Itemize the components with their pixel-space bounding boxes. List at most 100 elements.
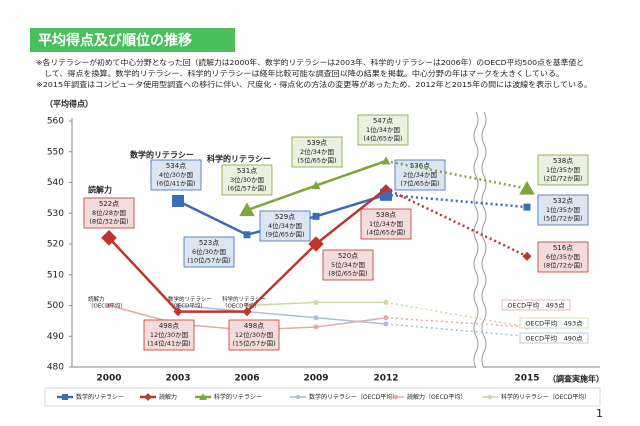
legend-label: 科学的リテラシー（OECD平均）: [501, 393, 590, 401]
data-label: 498点: [159, 322, 179, 330]
marker: [523, 203, 531, 211]
line-segment: [246, 184, 317, 212]
data-label-box: [322, 249, 374, 281]
data-label: 534点: [166, 162, 186, 170]
marker: [312, 212, 320, 220]
rank-label: (8位/72か国): [543, 261, 582, 270]
rank-label: 1位/34か国: [369, 219, 403, 228]
marker: [242, 307, 252, 317]
rank-label: (5位/65か国): [297, 156, 336, 165]
x-tick-label: 2015: [514, 374, 539, 384]
rank-label: 5位/34か国: [331, 260, 365, 269]
marker: [244, 303, 250, 308]
data-label-box: [183, 236, 235, 268]
note: ※各リテラシーが初めて中心分野となった回（読解力は2000年、数学的リテラシーは…: [36, 58, 584, 67]
series-label: 科学的リテラシー（OECD平均）: [222, 295, 266, 310]
marker: [239, 202, 255, 217]
rank-label: (14位/41か国): [147, 339, 190, 348]
data-label: OECD平均 493点: [525, 319, 583, 328]
data-label-box: [291, 136, 343, 168]
x-axis-label: （調査実施年）: [548, 374, 604, 384]
rank-label: (15位/57か国): [232, 339, 275, 348]
marker: [313, 299, 319, 305]
marker: [519, 180, 535, 195]
marker: [308, 236, 324, 252]
data-label-box: [537, 241, 589, 273]
rank-label: (7位/65か国): [400, 179, 439, 188]
line-segment: [315, 159, 387, 187]
line-segment: [385, 301, 528, 328]
data-label-box: [519, 317, 589, 329]
marker: [243, 231, 251, 239]
data-label: 523点: [199, 239, 219, 247]
line-segment: [385, 193, 528, 209]
y-axis-label: （平均得点）: [45, 99, 93, 109]
data-label-box: [360, 208, 412, 240]
marker: [311, 181, 321, 190]
rank-label: (4位/65か国): [363, 134, 402, 143]
rank-label: (6位/41か国): [156, 179, 195, 188]
marker: [381, 156, 391, 165]
marker: [381, 184, 391, 194]
x-tick-label: 2003: [165, 374, 190, 384]
note: して、得点を換算。数学的リテラシー、科学的リテラシーは経年比較可能な調査回以降の…: [36, 69, 564, 78]
marker: [106, 303, 112, 308]
rank-label: 4位/34か国: [268, 221, 302, 230]
marker: [313, 324, 319, 330]
legend-label: 数学的リテラシー（OECD平均）: [309, 393, 398, 401]
rank-label: (8位/65か国): [328, 269, 367, 278]
series-label: 科学的リテラシー: [207, 154, 271, 164]
data-label: 547点: [373, 117, 393, 125]
rank-label: (2位/72か国): [543, 174, 582, 183]
data-label: 531点: [237, 167, 257, 175]
data-label: 532点: [553, 197, 573, 205]
data-label-box: [259, 210, 311, 242]
marker: [172, 194, 184, 207]
series-label: 数学的リテラシー（OECD平均）: [168, 295, 212, 310]
data-label: OECD平均 493点: [507, 301, 565, 310]
data-label: 522点: [99, 200, 119, 208]
data-label-box: [143, 319, 195, 351]
series: [239, 156, 535, 217]
data-label-box: [221, 164, 273, 196]
line-segment: [385, 187, 528, 258]
y-tick-label: 550: [47, 147, 64, 157]
legend-frame: [44, 387, 601, 407]
line-segment: [177, 199, 248, 236]
line-segment: [315, 187, 387, 245]
line-segment: [246, 310, 317, 319]
data-label: 536点: [410, 162, 430, 170]
x-tick-label: 2000: [96, 374, 121, 384]
rank-label: 4位/30か国: [159, 170, 193, 179]
rank-label: (5位/72か国): [543, 214, 582, 223]
rank-label: (8位/32か国): [89, 217, 128, 226]
data-label-box: [357, 114, 409, 146]
legend-label: 数学的リテラシー: [76, 393, 124, 401]
data-label-box: [537, 154, 589, 186]
y-tick-label: 530: [47, 209, 64, 219]
marker: [173, 307, 183, 317]
rank-label: (10位/57か国): [187, 256, 230, 265]
data-label-box: [228, 319, 280, 351]
data-label-box: [501, 299, 571, 311]
rank-label: 12位/30か国: [150, 330, 188, 339]
data-label-box: [394, 159, 446, 191]
page-number: 1: [596, 407, 603, 420]
break-gap: [476, 112, 484, 374]
series-label: 読解力: [88, 185, 112, 195]
title-bar: [30, 28, 235, 52]
data-label: 538点: [553, 157, 573, 165]
y-tick-label: 500: [47, 301, 64, 311]
series: [101, 184, 532, 317]
x-tick-label: 2012: [373, 374, 398, 384]
y-tick-label: 480: [47, 363, 64, 373]
data-label-box: [150, 159, 202, 191]
rank-label: 1位/34か国: [366, 125, 400, 134]
marker: [313, 315, 319, 321]
data-label: 498点: [244, 322, 264, 330]
line-segment: [246, 243, 317, 313]
legend-label: 読解力: [159, 393, 177, 401]
line-segment: [315, 317, 387, 328]
x-tick-label: 2006: [234, 374, 259, 384]
